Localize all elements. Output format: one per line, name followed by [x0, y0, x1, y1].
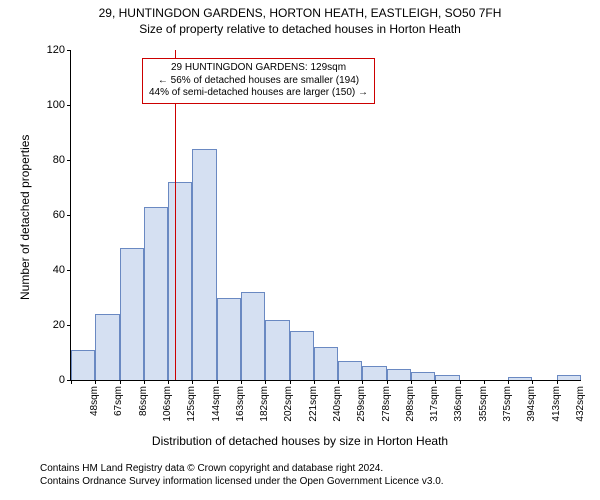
- x-tick-label: 394sqm: [524, 386, 537, 422]
- x-tick-label: 432sqm: [573, 386, 586, 422]
- x-tick-mark: [508, 380, 509, 384]
- histogram-bar: [557, 375, 581, 381]
- histogram-bar: [314, 347, 338, 380]
- x-tick-mark: [265, 380, 266, 384]
- histogram-bar: [241, 292, 265, 380]
- histogram-bar: [338, 361, 362, 380]
- histogram-bar: [95, 314, 119, 380]
- x-tick-mark: [435, 380, 436, 384]
- x-tick-label: 182sqm: [257, 386, 270, 422]
- x-tick-label: 413sqm: [549, 386, 562, 422]
- x-tick-mark: [290, 380, 291, 384]
- x-tick-label: 259sqm: [354, 386, 367, 422]
- page-title: 29, HUNTINGDON GARDENS, HORTON HEATH, EA…: [0, 6, 600, 20]
- x-tick-label: 240sqm: [330, 386, 343, 422]
- page-subtitle: Size of property relative to detached ho…: [0, 22, 600, 36]
- x-tick-label: 221sqm: [306, 386, 319, 422]
- x-tick-mark: [217, 380, 218, 384]
- x-tick-mark: [460, 380, 461, 384]
- x-tick-label: 125sqm: [184, 386, 197, 422]
- x-tick-label: 298sqm: [403, 386, 416, 422]
- y-tick-mark: [67, 50, 71, 51]
- x-tick-mark: [144, 380, 145, 384]
- x-tick-label: 86sqm: [136, 386, 149, 416]
- x-tick-mark: [120, 380, 121, 384]
- footer: Contains HM Land Registry data © Crown c…: [40, 462, 444, 488]
- x-tick-label: 106sqm: [160, 386, 173, 422]
- x-tick-label: 144sqm: [209, 386, 222, 422]
- x-tick-mark: [411, 380, 412, 384]
- x-tick-mark: [338, 380, 339, 384]
- histogram-bar: [217, 298, 241, 381]
- x-tick-label: 336sqm: [451, 386, 464, 422]
- histogram-bar: [290, 331, 314, 381]
- x-tick-mark: [168, 380, 169, 384]
- x-tick-label: 317sqm: [427, 386, 440, 422]
- y-tick-mark: [67, 270, 71, 271]
- x-tick-mark: [241, 380, 242, 384]
- histogram-bar: [362, 366, 386, 380]
- histogram-bar: [387, 369, 411, 380]
- x-tick-label: 375sqm: [500, 386, 513, 422]
- histogram-bar: [508, 377, 532, 380]
- y-axis-label: Number of detached properties: [18, 135, 32, 300]
- x-tick-mark: [557, 380, 558, 384]
- y-tick-mark: [67, 160, 71, 161]
- x-tick-label: 163sqm: [233, 386, 246, 422]
- annotation-line-2: ← 56% of detached houses are smaller (19…: [149, 75, 368, 88]
- footer-line-2: Contains Ordnance Survey information lic…: [40, 475, 444, 488]
- annotation-line-1: 29 HUNTINGDON GARDENS: 129sqm: [149, 62, 368, 75]
- x-tick-mark: [484, 380, 485, 384]
- x-tick-label: 355sqm: [476, 386, 489, 422]
- histogram-bar: [265, 320, 289, 381]
- histogram-bar: [168, 182, 192, 380]
- x-axis-label: Distribution of detached houses by size …: [0, 434, 600, 448]
- x-tick-mark: [192, 380, 193, 384]
- y-tick-mark: [67, 325, 71, 326]
- x-tick-label: 278sqm: [379, 386, 392, 422]
- page: 29, HUNTINGDON GARDENS, HORTON HEATH, EA…: [0, 0, 600, 500]
- histogram-bar: [71, 350, 95, 380]
- x-tick-mark: [387, 380, 388, 384]
- x-tick-label: 67sqm: [111, 386, 124, 416]
- histogram-bar: [144, 207, 168, 380]
- x-tick-mark: [95, 380, 96, 384]
- footer-line-1: Contains HM Land Registry data © Crown c…: [40, 462, 444, 475]
- x-tick-label: 202sqm: [281, 386, 294, 422]
- histogram-bar: [435, 375, 459, 381]
- histogram-bar: [120, 248, 144, 380]
- histogram-bar: [411, 372, 435, 380]
- x-tick-mark: [71, 380, 72, 384]
- y-tick-mark: [67, 215, 71, 216]
- annotation-line-3: 44% of semi-detached houses are larger (…: [149, 87, 368, 100]
- histogram-bar: [192, 149, 216, 380]
- property-annotation-box: 29 HUNTINGDON GARDENS: 129sqm ← 56% of d…: [142, 58, 375, 104]
- y-tick-mark: [67, 105, 71, 106]
- x-tick-mark: [362, 380, 363, 384]
- x-tick-label: 48sqm: [87, 386, 100, 416]
- x-tick-mark: [314, 380, 315, 384]
- x-tick-mark: [532, 380, 533, 384]
